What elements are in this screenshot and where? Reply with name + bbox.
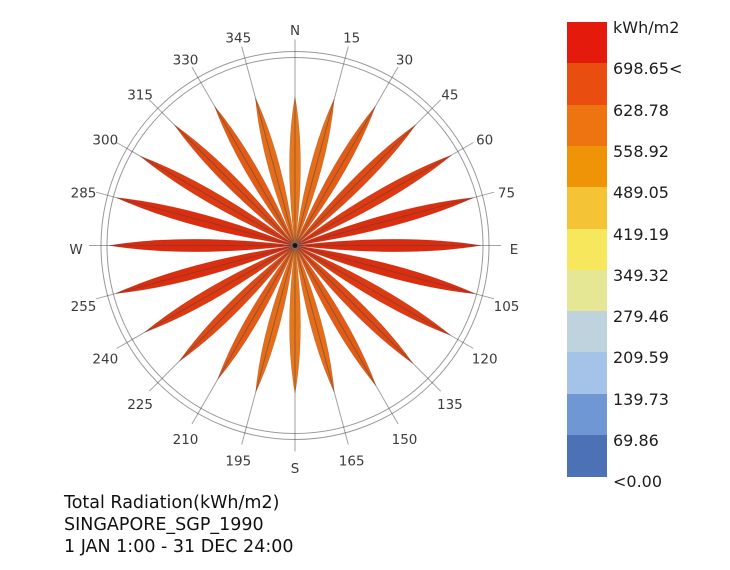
spoke-line-120 <box>294 245 474 349</box>
spoke-line-150 <box>294 245 399 425</box>
spoke-line-75 <box>294 191 495 246</box>
compass-label-105: 105 <box>494 299 520 315</box>
compass-label-150: 150 <box>392 432 418 448</box>
spoke-line-255 <box>95 245 296 300</box>
chart-footer: Total Radiation(kWh/m2) SINGAPORE_SGP_19… <box>64 492 294 558</box>
compass-label-345: 345 <box>225 31 251 47</box>
legend-swatch-1 <box>567 63 607 106</box>
compass-label-135: 135 <box>437 397 463 413</box>
legend-tick-label-9: 139.73 <box>613 389 669 409</box>
legend-swatch-5 <box>567 228 607 271</box>
spoke-line-210 <box>191 245 296 425</box>
compass-label-45: 45 <box>441 87 458 103</box>
legend-swatch-7 <box>567 311 607 353</box>
spoke-line-315 <box>148 99 296 246</box>
legend-colorbar: kWh/m2 698.65< 628.78 558.92 489.05 419.19 349… <box>567 18 730 497</box>
compass-label-165: 165 <box>339 454 365 470</box>
spoke-line-165 <box>294 245 349 445</box>
compass-label-S: S <box>291 461 300 477</box>
spoke-line-30 <box>294 66 399 246</box>
spoke-line-135 <box>294 245 442 392</box>
legend-tick-label-4: 489.05 <box>613 183 669 203</box>
legend-swatch-4 <box>567 187 607 230</box>
chart-period: 1 JAN 1:00 - 31 DEC 24:00 <box>64 537 294 557</box>
compass-label-240: 240 <box>92 352 118 368</box>
legend-swatch-10 <box>567 435 607 477</box>
compass-label-15: 15 <box>343 31 360 47</box>
spoke-line-105 <box>294 245 495 300</box>
rose-diagram: N 15 30 45 60 75 E 105 120 135 150 165 S 195 210 225 240… <box>69 23 520 477</box>
spoke-line-330 <box>191 66 296 246</box>
legend-tick-label-7: 279.46 <box>613 307 669 327</box>
compass-label-285: 285 <box>71 186 97 202</box>
compass-label-195: 195 <box>225 454 251 470</box>
compass-label-30: 30 <box>396 53 413 69</box>
spoke-line-195 <box>241 245 296 445</box>
legend-tick-label-5: 419.19 <box>613 224 669 244</box>
legend-tick-label-1: 698.65< <box>613 59 683 79</box>
spoke-line-300 <box>116 142 296 246</box>
legend-title: kWh/m2 <box>613 18 680 37</box>
legend-swatch-2 <box>567 104 607 147</box>
compass-label-225: 225 <box>127 397 153 413</box>
center-dot <box>292 243 298 248</box>
compass-label-300: 300 <box>92 133 118 149</box>
compass-label-120: 120 <box>472 352 498 368</box>
compass-label-210: 210 <box>173 432 199 448</box>
spoke-line-45 <box>294 99 442 246</box>
compass-label-255: 255 <box>71 299 97 315</box>
spoke-line-345 <box>241 46 296 246</box>
compass-label-315: 315 <box>127 87 153 103</box>
legend-tick-label-8: 209.59 <box>613 348 669 368</box>
legend-swatch-0 <box>567 22 607 64</box>
compass-label-330: 330 <box>173 53 199 69</box>
spoke-line-285 <box>95 191 296 246</box>
spoke-line-15 <box>294 46 349 246</box>
compass-label-N: N <box>290 23 300 39</box>
legend-tick-label-3: 558.92 <box>613 141 669 161</box>
legend-swatch-9 <box>567 393 607 436</box>
legend-tick-label-2: 628.78 <box>613 100 669 120</box>
legend-tick-label-10: 69.86 <box>613 431 659 450</box>
legend-tick-label-6: 349.32 <box>613 265 669 285</box>
spoke-line-225 <box>148 245 296 392</box>
spoke-line-240 <box>116 245 296 349</box>
compass-label-E: E <box>510 242 519 258</box>
spoke-line-60 <box>294 142 474 246</box>
chart-title: Total Radiation(kWh/m2) <box>64 493 280 513</box>
compass-label-W: W <box>69 242 82 258</box>
compass-label-60: 60 <box>476 133 493 149</box>
chart-location: SINGAPORE_SGP_1990 <box>64 515 264 535</box>
legend-swatch-6 <box>567 269 607 312</box>
legend-tick-label-11: <0.00 <box>613 472 663 492</box>
legend-swatch-3 <box>567 145 607 188</box>
legend-swatch-8 <box>567 352 607 395</box>
compass-label-75: 75 <box>498 186 515 202</box>
